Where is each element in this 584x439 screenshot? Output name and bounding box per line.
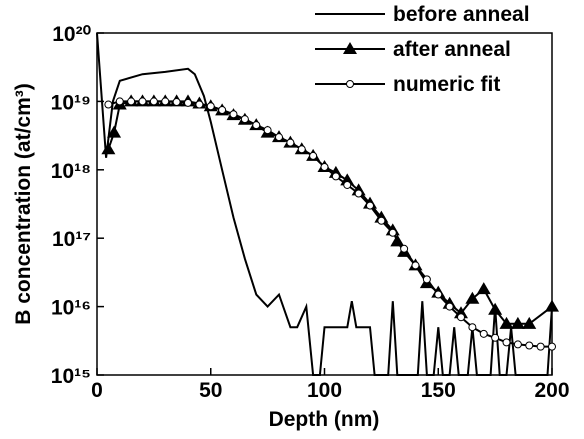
- y-tick-label: 10¹⁵: [51, 365, 91, 388]
- marker-circle: [422, 275, 431, 284]
- series-line: [96, 32, 553, 376]
- marker-circle: [149, 97, 158, 106]
- marker-triangle: [499, 316, 514, 329]
- marker-circle: [138, 97, 147, 106]
- marker-circle: [161, 97, 170, 106]
- marker-circle: [479, 329, 488, 338]
- series-line: [108, 100, 552, 348]
- x-tick-label: 100: [307, 379, 342, 402]
- marker-circle: [309, 151, 318, 160]
- marker-circle: [377, 216, 386, 225]
- y-tick-label: 10²⁰: [52, 23, 91, 46]
- marker-circle: [172, 98, 181, 107]
- marker-circle: [536, 342, 545, 351]
- marker-circle: [457, 313, 465, 322]
- y-tick-label: 10¹⁹: [51, 91, 91, 114]
- marker-circle: [252, 121, 261, 130]
- marker-circle: [388, 228, 397, 237]
- x-tick-label: 200: [534, 379, 569, 402]
- marker-triangle: [522, 316, 537, 329]
- marker-circle: [434, 290, 443, 299]
- marker-circle: [400, 244, 409, 253]
- marker-circle: [195, 100, 204, 109]
- marker-circle: [468, 323, 477, 332]
- marker-circle: [286, 138, 295, 147]
- marker-triangle: [107, 125, 122, 138]
- marker-circle: [346, 80, 354, 88]
- x-tick-label: 50: [199, 379, 222, 402]
- marker-circle: [502, 338, 511, 347]
- marker-circle: [366, 201, 374, 210]
- x-tick-label: 150: [421, 379, 456, 402]
- marker-circle: [263, 126, 272, 135]
- marker-circle: [275, 133, 283, 142]
- marker-triangle: [343, 42, 357, 54]
- x-axis-label: Depth (nm): [269, 408, 380, 431]
- marker-circle: [218, 105, 227, 114]
- marker-triangle: [476, 282, 491, 295]
- marker-circle: [354, 189, 363, 198]
- marker-circle: [240, 115, 249, 124]
- y-tick-label: 10¹⁷: [52, 228, 91, 251]
- marker-circle: [525, 341, 534, 350]
- marker-circle: [331, 172, 340, 181]
- y-tick-label: 10¹⁸: [51, 160, 91, 183]
- marker-triangle: [545, 299, 559, 312]
- marker-circle: [127, 97, 136, 106]
- marker-circle: [104, 100, 113, 109]
- marker-circle: [548, 342, 556, 351]
- y-axis-label: B concentration (at/cm³): [12, 83, 35, 325]
- marker-circle: [343, 180, 352, 189]
- marker-circle: [297, 145, 306, 154]
- marker-triangle: [101, 142, 116, 155]
- legend-label: after anneal: [393, 38, 511, 61]
- marker-triangle: [465, 291, 480, 304]
- marker-triangle: [488, 302, 503, 315]
- marker-circle: [206, 102, 215, 111]
- marker-circle: [491, 333, 500, 342]
- marker-triangle: [510, 316, 525, 329]
- marker-circle: [445, 302, 454, 311]
- marker-circle: [513, 340, 522, 349]
- legend-label: before anneal: [393, 3, 530, 26]
- marker-circle: [411, 261, 420, 270]
- marker-circle: [320, 162, 329, 171]
- y-tick-label: 10¹⁶: [51, 297, 91, 320]
- marker-circle: [184, 98, 192, 107]
- x-tick-label: 0: [91, 379, 103, 402]
- marker-circle: [229, 110, 238, 119]
- legend-label: numeric fit: [393, 73, 500, 96]
- marker-circle: [115, 97, 124, 106]
